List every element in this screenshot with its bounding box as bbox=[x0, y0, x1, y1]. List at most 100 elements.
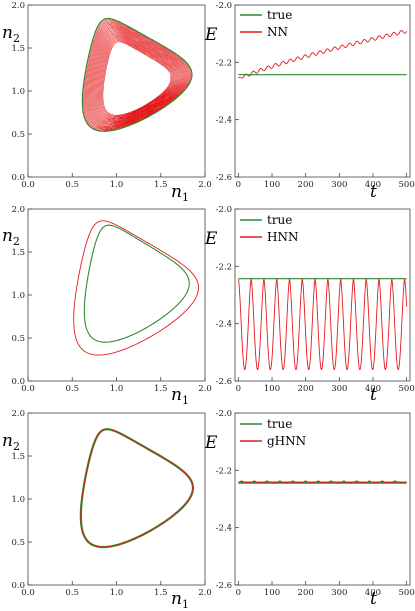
energy-x-tick-label: 400 bbox=[365, 180, 381, 190]
nn-orbit-line bbox=[82, 18, 192, 132]
y-axis-label: n2 bbox=[2, 226, 20, 248]
phase-x-tick-label: 2.0 bbox=[198, 384, 212, 394]
phase-x-tick-label: 1.0 bbox=[110, 180, 124, 190]
phase-x-tick-label: 1.5 bbox=[154, 384, 168, 394]
energy-plot-ghnn-marks bbox=[238, 480, 407, 484]
phase-plot-hnn-marks bbox=[73, 220, 199, 356]
phase-x-tick-label: 0.5 bbox=[65, 180, 79, 190]
energy-y-tick-label: -2.0 bbox=[216, 409, 232, 419]
phase-y-tick-label: 1.5 bbox=[11, 452, 25, 462]
phase-y-tick-label: 1.0 bbox=[11, 495, 25, 505]
energy-y-tick-label: -2.4 bbox=[216, 524, 232, 534]
phase-y-tick-label: 1.5 bbox=[11, 248, 25, 258]
phase-y-tick-label: 0.5 bbox=[11, 334, 25, 344]
energy-x-tick-label: 0 bbox=[236, 588, 241, 598]
energy-plot-ghnn-ticks: 0 100 200 300 400 500 -2.0 -2.2 -2.4 -2.6 bbox=[216, 409, 415, 598]
x-axis-label: t bbox=[370, 589, 377, 609]
energy-x-tick-label: 0 bbox=[236, 180, 241, 190]
energy-y-tick-label: -2.6 bbox=[216, 173, 232, 183]
phase-x-tick-label: 0.5 bbox=[65, 588, 79, 598]
plot-frame bbox=[234, 208, 411, 382]
phase-x-tick-label: 1.0 bbox=[110, 384, 124, 394]
energy-y-tick-label: -2.2 bbox=[216, 466, 232, 476]
energy-x-tick-label: 100 bbox=[264, 384, 280, 394]
energy-x-tick-label: 200 bbox=[298, 588, 314, 598]
phase-plot-ghnn-ticks: 0.0 0.5 1.0 1.5 2.0 0.0 0.5 1.0 1.5 2.0 bbox=[11, 409, 211, 598]
phase-x-tick-label: 1.0 bbox=[110, 588, 124, 598]
hnn-energy-line bbox=[237, 277, 408, 371]
phase-y-tick-label: 0.0 bbox=[11, 581, 25, 591]
true-orbit-line bbox=[81, 17, 193, 132]
energy-y-tick-label: -2.4 bbox=[216, 320, 232, 330]
energy-plot-ghnn: 0 100 200 300 400 500 -2.0 -2.2 -2.4 -2.6 E t tru… bbox=[204, 409, 415, 609]
y-axis-label: E bbox=[204, 229, 218, 249]
legend: true gHNN bbox=[240, 417, 306, 448]
energy-plot-nn: 0 100 200 300 400 500 -2.0 -2.2 -2.4 -2.6 E t tru… bbox=[204, 1, 415, 202]
energy-x-tick-label: 500 bbox=[399, 588, 415, 598]
energy-plot-hnn-marks bbox=[237, 277, 408, 371]
true-orbit-line bbox=[79, 428, 195, 549]
energy-y-tick-label: -2.4 bbox=[216, 116, 232, 126]
plot-frame bbox=[27, 208, 206, 382]
true-orbit-line bbox=[83, 224, 190, 343]
phase-plot-hnn-ticks: 0.0 0.5 1.0 1.5 2.0 0.0 0.5 1.0 1.5 2.0 bbox=[11, 205, 211, 394]
hnn-orbit-line bbox=[73, 220, 199, 356]
energy-plot-nn-marks bbox=[238, 30, 408, 79]
legend-label-true: true bbox=[267, 8, 292, 22]
energy-x-tick-label: 200 bbox=[298, 384, 314, 394]
legend-label-ghnn: gHNN bbox=[267, 434, 306, 448]
x-axis-label: n1 bbox=[171, 385, 189, 407]
phase-plot-nn-marks bbox=[81, 17, 193, 132]
phase-y-tick-label: 0.5 bbox=[11, 130, 25, 140]
nn-energy-line bbox=[238, 30, 408, 79]
phase-plot-ghnn: 0.0 0.5 1.0 1.5 2.0 0.0 0.5 1.0 1.5 2.0 n2 n1 bbox=[2, 409, 212, 611]
plot-frame bbox=[27, 412, 206, 586]
energy-y-tick-label: -2.0 bbox=[216, 1, 232, 11]
energy-x-tick-label: 100 bbox=[264, 588, 280, 598]
phase-y-tick-label: 2.0 bbox=[11, 409, 25, 419]
y-axis-label: n2 bbox=[2, 23, 20, 45]
phase-y-tick-label: 0.5 bbox=[11, 538, 25, 548]
phase-x-tick-label: 2.0 bbox=[198, 180, 212, 190]
x-axis-label: n1 bbox=[171, 589, 189, 611]
phase-x-tick-label: 2.0 bbox=[198, 588, 212, 598]
phase-x-tick-label: 1.5 bbox=[154, 588, 168, 598]
energy-plot-hnn-ticks: 0 100 200 300 400 500 -2.0 -2.2 -2.4 -2.6 bbox=[216, 205, 415, 394]
y-axis-label: n2 bbox=[2, 431, 20, 453]
legend-label-hnn: HNN bbox=[267, 230, 298, 244]
phase-plot-ghnn-marks bbox=[79, 428, 195, 549]
legend-label-true: true bbox=[267, 213, 292, 227]
energy-x-tick-label: 300 bbox=[331, 588, 347, 598]
phase-x-tick-label: 1.5 bbox=[154, 180, 168, 190]
legend-label-true: true bbox=[267, 417, 292, 431]
phase-y-tick-label: 1.0 bbox=[11, 291, 25, 301]
phase-y-tick-label: 2.0 bbox=[11, 205, 25, 215]
legend: true HNN bbox=[240, 213, 298, 244]
phase-plot-hnn: 0.0 0.5 1.0 1.5 2.0 0.0 0.5 1.0 1.5 2.0 n2 n1 bbox=[2, 205, 212, 407]
phase-y-tick-label: 1.0 bbox=[11, 87, 25, 97]
phase-y-tick-label: 2.0 bbox=[11, 1, 25, 11]
phase-y-tick-label: 1.5 bbox=[11, 44, 25, 54]
energy-y-tick-label: -2.6 bbox=[216, 581, 232, 591]
phase-x-tick-label: 0.0 bbox=[21, 588, 35, 598]
energy-plot-nn-ticks: 0 100 200 300 400 500 -2.0 -2.2 -2.4 -2.6 bbox=[216, 1, 415, 190]
phase-y-tick-label: 0.0 bbox=[11, 173, 25, 183]
phase-plot-nn: 0.0 0.5 1.0 1.5 2.0 0.0 0.5 1.0 1.5 2.0 n2 n1 bbox=[2, 1, 212, 204]
phase-plot-nn-ticks: 0.0 0.5 1.0 1.5 2.0 0.0 0.5 1.0 1.5 2.0 bbox=[11, 1, 211, 190]
ghnn-orbit-line bbox=[80, 428, 194, 548]
energy-y-tick-label: -2.2 bbox=[216, 58, 232, 68]
phase-x-tick-label: 0.5 bbox=[65, 384, 79, 394]
energy-y-tick-label: -2.2 bbox=[216, 262, 232, 272]
energy-x-tick-label: 300 bbox=[331, 384, 347, 394]
energy-x-tick-label: 0 bbox=[236, 384, 241, 394]
y-axis-label: E bbox=[204, 25, 218, 45]
energy-x-tick-label: 200 bbox=[298, 180, 314, 190]
plot-frame bbox=[234, 4, 411, 178]
energy-x-tick-label: 500 bbox=[399, 384, 415, 394]
x-axis-label: t bbox=[370, 182, 377, 202]
energy-x-tick-label: 400 bbox=[365, 588, 381, 598]
phase-x-tick-label: 0.0 bbox=[21, 180, 35, 190]
plot-frame bbox=[234, 412, 411, 586]
energy-y-tick-label: -2.6 bbox=[216, 377, 232, 387]
